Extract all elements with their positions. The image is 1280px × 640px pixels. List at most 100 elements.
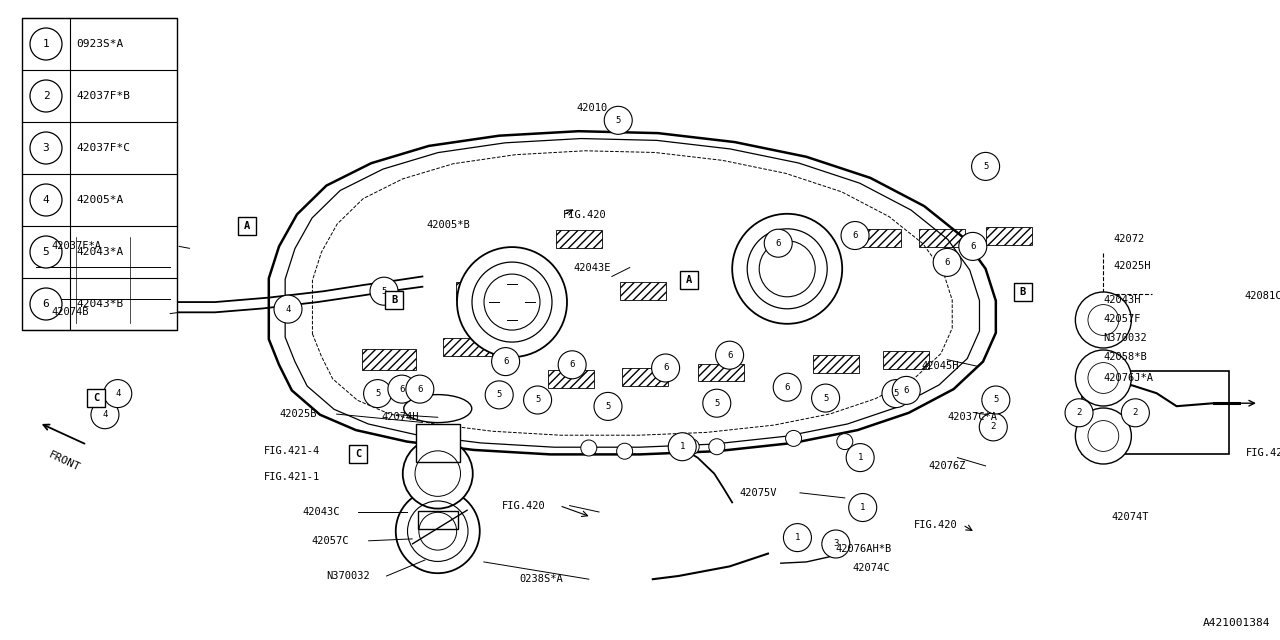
Text: FIG.420: FIG.420 [914, 520, 957, 530]
Bar [620, 282, 666, 300]
Circle shape [457, 247, 567, 357]
Bar [548, 370, 594, 388]
Text: 6: 6 [785, 383, 790, 392]
Bar [385, 291, 403, 308]
Bar [1014, 283, 1032, 301]
Text: FIG.421-1: FIG.421-1 [264, 472, 320, 482]
Circle shape [982, 386, 1010, 414]
Text: B: B [1020, 287, 1025, 297]
Circle shape [1075, 292, 1132, 348]
Text: 4: 4 [42, 195, 50, 205]
Text: 6: 6 [570, 360, 575, 369]
Text: 42025B: 42025B [279, 409, 316, 419]
Text: A: A [244, 221, 250, 231]
Circle shape [709, 439, 724, 454]
Text: 1: 1 [795, 533, 800, 542]
Circle shape [959, 232, 987, 260]
Bar [362, 349, 416, 370]
Circle shape [837, 433, 852, 449]
Circle shape [396, 489, 480, 573]
Text: 42037C*A: 42037C*A [947, 412, 997, 422]
Circle shape [849, 493, 877, 522]
Circle shape [773, 373, 801, 401]
Circle shape [783, 524, 812, 552]
Circle shape [406, 375, 434, 403]
Circle shape [892, 376, 920, 404]
Text: 1: 1 [680, 442, 685, 451]
Text: 42043H: 42043H [1103, 294, 1140, 305]
Text: FIG.420: FIG.420 [1245, 448, 1280, 458]
Text: 5: 5 [823, 394, 828, 403]
Circle shape [933, 248, 961, 276]
Circle shape [759, 241, 815, 297]
Text: 6: 6 [663, 364, 668, 372]
Circle shape [652, 354, 680, 382]
Bar [238, 217, 256, 235]
Bar [680, 271, 698, 289]
Text: A: A [686, 275, 691, 285]
Circle shape [29, 132, 61, 164]
Text: 42043*B: 42043*B [76, 299, 123, 309]
Text: 5: 5 [497, 390, 502, 399]
Text: 6: 6 [776, 239, 781, 248]
Text: 1: 1 [858, 453, 863, 462]
Text: 6: 6 [945, 258, 950, 267]
Bar [556, 230, 602, 248]
Text: 5: 5 [42, 247, 50, 257]
Text: N370032: N370032 [1103, 333, 1147, 343]
Circle shape [29, 80, 61, 112]
Text: 42075V: 42075V [740, 488, 777, 498]
Circle shape [29, 236, 61, 268]
Text: 42037F*C: 42037F*C [76, 143, 131, 153]
Circle shape [748, 228, 827, 308]
Text: 42074H: 42074H [381, 412, 419, 422]
Text: 42043C: 42043C [302, 507, 339, 517]
Circle shape [485, 381, 513, 409]
Text: 5: 5 [993, 396, 998, 404]
Circle shape [403, 438, 472, 509]
Circle shape [716, 341, 744, 369]
Text: 1: 1 [42, 39, 50, 49]
Circle shape [786, 431, 801, 447]
Text: 2: 2 [991, 422, 996, 431]
Text: 3: 3 [42, 143, 50, 153]
Text: 42057C: 42057C [311, 536, 348, 546]
Circle shape [524, 386, 552, 414]
Text: 6: 6 [417, 385, 422, 394]
Circle shape [581, 440, 596, 456]
Text: 3: 3 [833, 540, 838, 548]
Text: 6: 6 [727, 351, 732, 360]
Circle shape [91, 401, 119, 429]
Text: 42045H: 42045H [922, 361, 959, 371]
Text: 5: 5 [535, 396, 540, 404]
Bar [1082, 371, 1229, 454]
Text: 5: 5 [375, 389, 380, 398]
Circle shape [684, 439, 699, 454]
Circle shape [1075, 408, 1132, 464]
Text: 42025H: 42025H [1114, 260, 1151, 271]
Circle shape [812, 384, 840, 412]
Circle shape [104, 380, 132, 408]
Circle shape [841, 221, 869, 250]
Text: 2: 2 [1133, 408, 1138, 417]
Text: 5: 5 [605, 402, 611, 411]
Circle shape [668, 433, 696, 461]
Circle shape [472, 262, 552, 342]
Text: 42010: 42010 [576, 102, 607, 113]
Circle shape [29, 184, 61, 216]
Text: 0238S*A: 0238S*A [520, 574, 563, 584]
Circle shape [1075, 350, 1132, 406]
Ellipse shape [403, 395, 472, 422]
Text: 42081C: 42081C [1244, 291, 1280, 301]
Circle shape [972, 152, 1000, 180]
Text: 42037F*A: 42037F*A [51, 241, 101, 252]
Text: 6: 6 [970, 242, 975, 251]
Text: C: C [356, 449, 361, 460]
Text: 5: 5 [616, 116, 621, 125]
Bar [36, 237, 170, 323]
Bar [22, 18, 177, 330]
Bar [456, 282, 504, 300]
Bar [986, 227, 1032, 245]
Text: C: C [93, 393, 99, 403]
Text: FRONT: FRONT [47, 450, 82, 473]
